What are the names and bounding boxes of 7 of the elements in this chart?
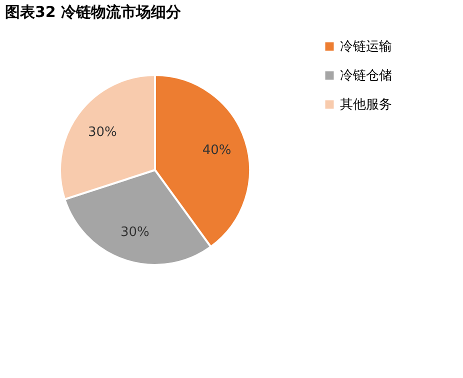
data-label: 40% [202, 142, 232, 158]
data-label: 30% [88, 124, 117, 140]
legend-label: 冷链运输 [340, 40, 392, 54]
legend-label: 冷链仓储 [340, 68, 392, 84]
legend-label: 其他服务 [340, 98, 392, 112]
chart-title: 图表32 冷链物流市场细分 [5, 3, 182, 21]
data-label: 30% [120, 224, 150, 240]
